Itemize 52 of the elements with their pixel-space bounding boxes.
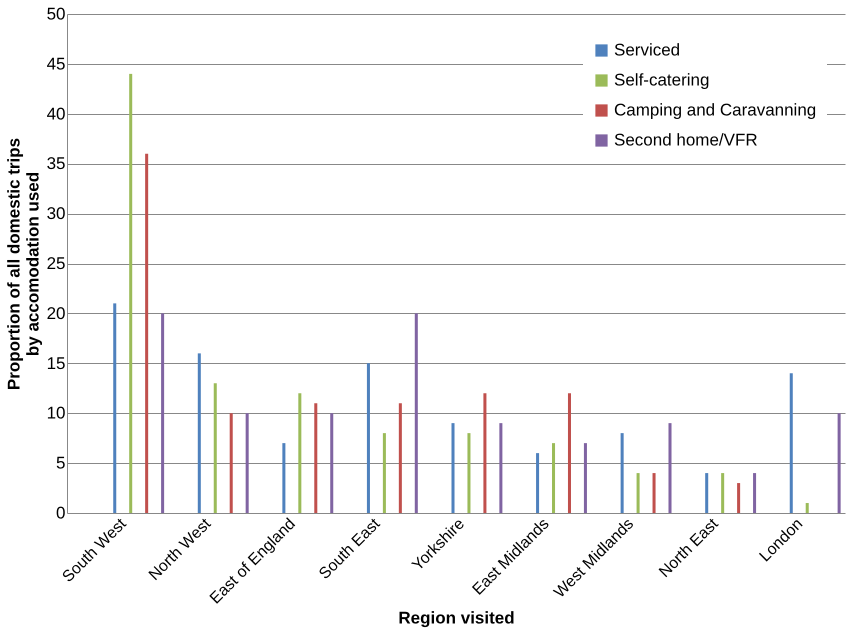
y-tick-label: 25 <box>46 254 66 273</box>
bar <box>330 413 334 513</box>
bar <box>620 433 624 513</box>
bar <box>737 483 740 513</box>
bar <box>536 453 540 513</box>
bar <box>652 473 656 513</box>
bar <box>145 154 148 513</box>
y-tick-label: 50 <box>46 4 66 24</box>
bar <box>314 403 318 513</box>
bar <box>198 353 201 513</box>
bar <box>568 393 571 513</box>
legend-label: Self-catering <box>614 70 710 90</box>
bar <box>246 413 249 513</box>
y-tick-label: 10 <box>46 404 66 423</box>
bar <box>753 473 756 513</box>
y-tick-label: 5 <box>56 454 66 473</box>
bar <box>552 443 556 513</box>
bar <box>584 443 587 513</box>
bar <box>230 413 233 513</box>
bar <box>838 413 841 513</box>
y-axis-title: Proportion of all domestic trips by accomodation used <box>4 138 43 390</box>
bar <box>668 423 672 513</box>
y-tick-label: 45 <box>46 54 66 74</box>
bar <box>113 303 116 513</box>
legend-label: Camping and Caravanning <box>614 100 816 120</box>
bar <box>467 433 470 513</box>
bar <box>499 423 502 513</box>
legend-label: Serviced <box>614 40 680 60</box>
bar <box>451 423 455 513</box>
bar <box>129 74 132 513</box>
bar <box>282 443 286 513</box>
bar <box>398 403 402 513</box>
bar <box>806 503 809 513</box>
y-tick-label: 0 <box>56 504 66 522</box>
bar <box>414 313 418 513</box>
legend-label: Second home/VFR <box>614 130 758 150</box>
bar <box>790 373 793 513</box>
y-tick-label: 15 <box>46 354 66 373</box>
bar <box>366 363 370 513</box>
y-tick-label: 20 <box>46 304 66 323</box>
bar <box>705 473 708 513</box>
y-tick-label: 40 <box>46 104 66 124</box>
bar <box>161 313 164 513</box>
bar <box>483 393 486 513</box>
y-tick-label: 35 <box>46 154 66 174</box>
bar <box>636 473 640 513</box>
bar <box>298 393 302 513</box>
bar <box>721 473 724 513</box>
x-axis-title: Region visited <box>398 608 515 628</box>
bar <box>214 383 217 513</box>
bar <box>382 433 386 513</box>
y-tick-label: 30 <box>46 204 66 224</box>
